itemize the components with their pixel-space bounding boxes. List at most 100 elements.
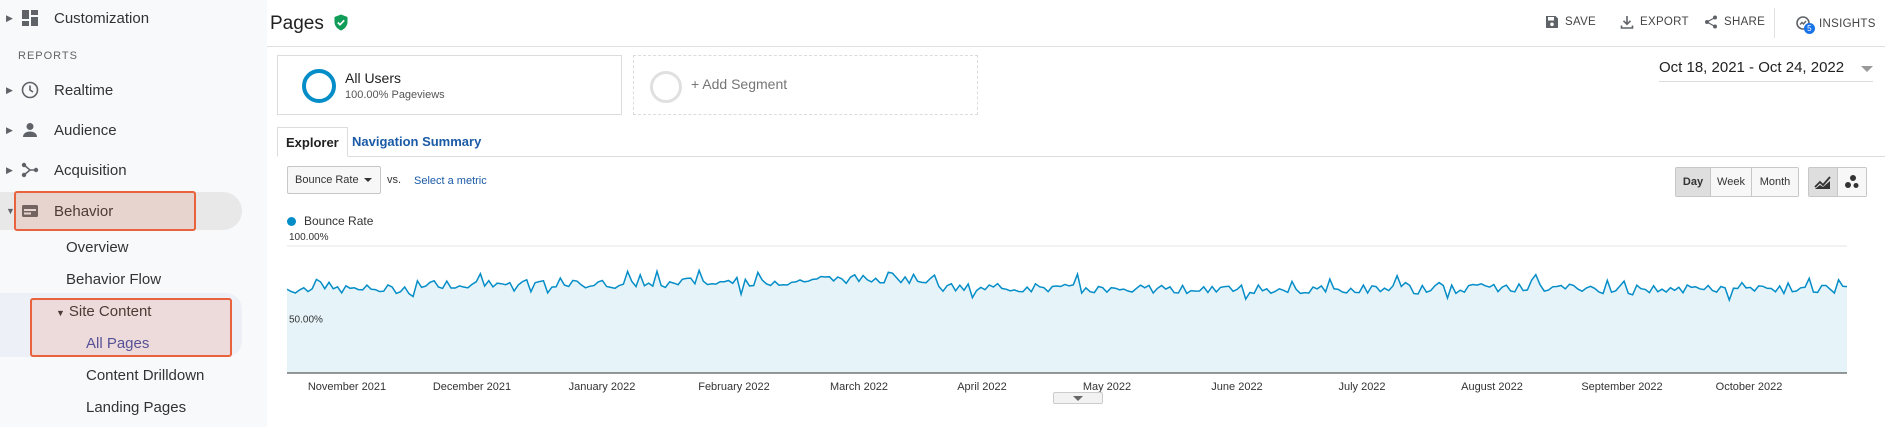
segment-all-users[interactable]: All Users 100.00% Pageviews: [277, 55, 622, 115]
tab-explorer[interactable]: Explorer: [277, 127, 348, 157]
metric-select-value: Bounce Rate: [295, 174, 359, 186]
report-header: Pages SAVE EXPORT SHARE 5 INSIGHTS: [267, 0, 1885, 47]
insights-badge: 5: [1804, 23, 1815, 34]
sidebar-item-realtime[interactable]: ▶ Realtime: [0, 72, 267, 108]
main-content: Pages SAVE EXPORT SHARE 5 INSIGHTS: [267, 0, 1885, 427]
sidebar-item-label: Audience: [54, 121, 117, 139]
behavior-row-bg: [0, 192, 242, 230]
chart-resize-handle[interactable]: [1053, 392, 1103, 404]
x-tick-label: January 2022: [569, 381, 636, 393]
verified-icon: [333, 14, 349, 37]
toolbar-divider: [1774, 8, 1775, 38]
caret-right-icon: ▶: [6, 124, 13, 135]
sidebar-item-behavior-flow[interactable]: Behavior Flow: [66, 271, 162, 288]
caret-down-icon: ▼: [56, 308, 65, 318]
x-tick-label: October 2022: [1716, 381, 1783, 393]
add-segment-ring-icon: [650, 71, 682, 103]
clock-icon: [20, 80, 40, 100]
day-button[interactable]: Day: [1676, 168, 1711, 196]
share-label: SHARE: [1724, 16, 1766, 28]
dashboard-icon: [20, 8, 40, 28]
insights-icon: 5: [1795, 15, 1815, 34]
x-tick-label: June 2022: [1211, 381, 1262, 393]
sidebar-item-acquisition[interactable]: ▶ Acquisition: [0, 152, 267, 188]
vs-label: vs.: [387, 174, 402, 186]
x-tick-label: August 2022: [1461, 381, 1523, 393]
sidebar-item-label: Customization: [54, 9, 150, 27]
sidebar-item-content-drilldown[interactable]: Content Drilldown: [86, 367, 205, 384]
x-tick-label: November 2021: [308, 381, 386, 393]
add-segment-button[interactable]: + Add Segment: [633, 55, 978, 115]
export-button[interactable]: EXPORT: [1620, 15, 1689, 29]
person-icon: [20, 120, 40, 140]
motion-chart-button[interactable]: [1838, 168, 1866, 196]
chart-svg: 100.00% 50.00% November 2021 December 2021 J…: [287, 232, 1847, 393]
date-range-text: Oct 18, 2021 - Oct 24, 2022: [1659, 59, 1845, 76]
sidebar-item-behavior[interactable]: ▼ Behavior: [0, 193, 242, 229]
sidebar-item-audience[interactable]: ▶ Audience: [0, 112, 267, 148]
x-tick-label: April 2022: [957, 381, 1007, 393]
segment-subtitle: 100.00% Pageviews: [345, 89, 445, 101]
bubble-chart-icon: [1845, 175, 1859, 188]
caret-down-icon: ▼: [6, 206, 15, 216]
line-chart-button[interactable]: [1809, 168, 1838, 196]
behavior-icon: [20, 201, 40, 221]
tabs-divider: [277, 156, 1885, 157]
download-icon: [1620, 16, 1634, 29]
save-icon: [1546, 16, 1558, 28]
select-metric-link[interactable]: Select a metric: [414, 175, 487, 187]
sidebar-item-label: Acquisition: [54, 161, 127, 179]
sidebar-item-customization[interactable]: ▶ Customization: [0, 0, 267, 36]
highlight-behavior: [14, 191, 196, 231]
x-tick-label: February 2022: [698, 381, 770, 393]
sidebar-item-label: Site Content: [68, 303, 152, 320]
insights-label: INSIGHTS: [1819, 18, 1876, 30]
site-content-bg: [0, 293, 242, 357]
export-label: EXPORT: [1640, 16, 1689, 28]
legend-label: Bounce Rate: [304, 214, 374, 228]
insights-button[interactable]: 5 INSIGHTS: [1795, 15, 1876, 34]
segment-ring-icon: [302, 69, 336, 103]
sidebar-item-label: Behavior: [54, 202, 114, 220]
series-line-bounce-rate: [287, 268, 1847, 303]
chart-legend: Bounce Rate: [287, 214, 373, 228]
sidebar: ▶ Customization REPORTS ▶ Realtime ▶ Aud…: [0, 0, 267, 427]
share-button[interactable]: SHARE: [1704, 15, 1765, 29]
x-tick-label: July 2022: [1338, 381, 1385, 393]
x-tick-label: March 2022: [830, 381, 888, 393]
segment-title: All Users: [345, 70, 402, 86]
legend-dot-icon: [287, 216, 296, 226]
save-button[interactable]: SAVE: [1545, 15, 1596, 29]
dropdown-arrow-icon: [1861, 66, 1873, 72]
line-chart-icon: [1814, 176, 1831, 189]
x-tick-label: September 2022: [1581, 381, 1662, 393]
caret-right-icon: ▶: [6, 164, 13, 175]
add-segment-label: + Add Segment: [691, 76, 788, 92]
acquisition-icon: [20, 160, 40, 180]
sidebar-item-landing-pages[interactable]: Landing Pages: [86, 399, 187, 416]
handle-arrow-icon: [1073, 396, 1083, 401]
sidebar-item-overview[interactable]: Overview: [66, 239, 129, 256]
sidebar-item-site-content[interactable]: ▼ Site Content: [56, 303, 151, 320]
page-title-text: Pages: [270, 13, 324, 34]
chart-type-toggle: [1808, 167, 1867, 197]
series-area: [287, 270, 1847, 373]
date-range-picker[interactable]: Oct 18, 2021 - Oct 24, 2022: [1659, 57, 1873, 82]
tab-navigation-summary[interactable]: Navigation Summary: [352, 133, 482, 149]
caret-right-icon: ▶: [6, 12, 13, 23]
reports-section-label: REPORTS: [18, 50, 78, 62]
page-title: Pages: [270, 13, 349, 37]
bounce-rate-chart: Bounce Rate 100.00% 50.00% November 2021 De…: [287, 210, 1847, 400]
week-button[interactable]: Week: [1711, 168, 1752, 196]
highlight-site-content: [30, 298, 232, 357]
month-button[interactable]: Month: [1752, 168, 1798, 196]
x-tick-label: December 2021: [433, 381, 511, 393]
y-tick-100: 100.00%: [289, 232, 329, 243]
granularity-toggle: Day Week Month: [1675, 167, 1799, 197]
caret-right-icon: ▶: [6, 84, 13, 95]
y-tick-50: 50.00%: [289, 315, 323, 326]
dropdown-arrow-icon: [364, 178, 372, 182]
sidebar-item-label: Realtime: [54, 81, 114, 99]
sidebar-item-all-pages[interactable]: All Pages: [86, 335, 150, 352]
metric-select[interactable]: Bounce Rate: [287, 166, 381, 194]
